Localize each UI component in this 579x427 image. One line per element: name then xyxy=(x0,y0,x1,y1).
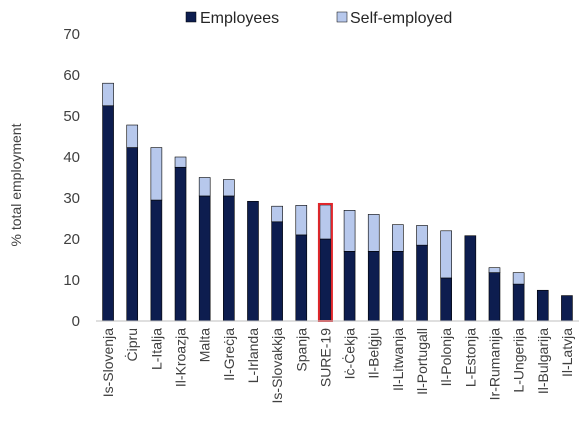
legend-label-self-employed: Self-employed xyxy=(350,10,452,27)
bar-segment-employees xyxy=(247,200,259,322)
bar-segment-self-employed xyxy=(392,224,404,252)
x-tick-label: L-Ungerija xyxy=(511,328,527,393)
x-tick-label: L-Irlanda xyxy=(245,328,261,383)
bar-segment-self-employed xyxy=(102,82,114,107)
x-tick-label: Il-Polonja xyxy=(438,328,454,387)
bar-segment-self-employed xyxy=(512,272,525,285)
x-tick-label: Spanja xyxy=(293,328,309,372)
y-tick-label: 70 xyxy=(63,26,80,43)
x-tick-label: Il-Kroazja xyxy=(173,328,189,387)
x-axis-categories: Is-Slovenja Ċipru L-Italja Il-Kroazja Malta I… xyxy=(100,328,575,404)
x-tick-label: Malta xyxy=(197,328,213,362)
bar-segment-self-employed xyxy=(223,179,235,197)
x-tick-label: Is-Slovakkja xyxy=(269,328,285,404)
y-tick-label: 0 xyxy=(72,313,80,330)
bar-segment-self-employed xyxy=(150,147,163,201)
bar-segment-self-employed xyxy=(343,210,356,252)
bar-segment-employees xyxy=(126,147,139,322)
bar-segment-self-employed xyxy=(319,204,332,240)
x-tick-label: L-Estonja xyxy=(462,328,478,387)
bar-segment-employees xyxy=(150,199,163,322)
y-tick-label: 20 xyxy=(63,231,80,248)
bar-segment-employees xyxy=(198,195,211,322)
bar-segment-self-employed xyxy=(174,156,187,168)
bar-segment-employees xyxy=(319,238,332,322)
bar-segment-self-employed xyxy=(440,230,452,279)
x-tick-label: Il-Bulgarija xyxy=(535,328,551,394)
y-tick-label: 60 xyxy=(63,67,80,84)
x-tick-label: Il-Greċja xyxy=(221,328,237,381)
y-tick-label: 50 xyxy=(63,108,80,125)
bar-segment-employees xyxy=(440,277,452,322)
x-tick-label: Ir-Rumanija xyxy=(486,328,502,401)
x-tick-label: Is-Slovenja xyxy=(100,328,116,397)
bar-segment-self-employed xyxy=(488,267,501,273)
bar-segment-employees xyxy=(488,272,501,322)
y-axis-label: % total employment xyxy=(8,123,24,246)
y-axis-ticks: 0 10 20 30 40 50 60 70 xyxy=(63,26,80,330)
bar-segment-self-employed xyxy=(198,177,211,197)
bar-segment-self-employed xyxy=(271,205,283,223)
legend: Employees Self-employed xyxy=(185,10,452,27)
x-tick-label: Iċ-Ċekja xyxy=(341,328,358,380)
bar-segment-employees xyxy=(512,283,525,322)
legend-swatch-self-employed xyxy=(336,11,348,23)
bar-segment-employees xyxy=(536,289,549,322)
legend-swatch-employees xyxy=(185,11,197,23)
y-tick-label: 10 xyxy=(63,272,80,289)
x-tick-label: Il-Belġju xyxy=(366,328,382,379)
bar-segment-self-employed xyxy=(416,225,428,246)
bar-segment-employees xyxy=(343,251,356,322)
y-tick-label: 40 xyxy=(63,149,80,166)
bar-segment-self-employed xyxy=(126,124,139,148)
y-tick-label: 30 xyxy=(63,190,80,207)
bar-segment-self-employed xyxy=(367,214,380,252)
x-tick-label: Il-Portugall xyxy=(414,328,430,395)
x-tick-label: Il-Litwanja xyxy=(390,328,406,391)
bar-segment-employees xyxy=(561,295,573,322)
bar-segment-employees xyxy=(367,251,380,322)
x-tick-label: SURE-19 xyxy=(317,328,333,387)
bar-segment-employees xyxy=(392,251,404,322)
bar-segment-self-employed xyxy=(295,205,308,236)
bars xyxy=(102,82,573,322)
bar-segment-employees xyxy=(271,221,283,322)
bar-segment-employees xyxy=(223,195,235,322)
bar-segment-employees xyxy=(464,235,477,322)
x-tick-label: Il-Latvja xyxy=(559,328,575,377)
legend-label-employees: Employees xyxy=(200,10,279,27)
x-tick-label: L-Italja xyxy=(148,328,164,370)
bar-segment-employees xyxy=(295,234,308,322)
x-tick-label: Ċipru xyxy=(123,328,140,361)
bar-segment-employees xyxy=(416,244,428,322)
bar-segment-employees xyxy=(102,105,114,322)
bar-segment-employees xyxy=(174,166,187,322)
